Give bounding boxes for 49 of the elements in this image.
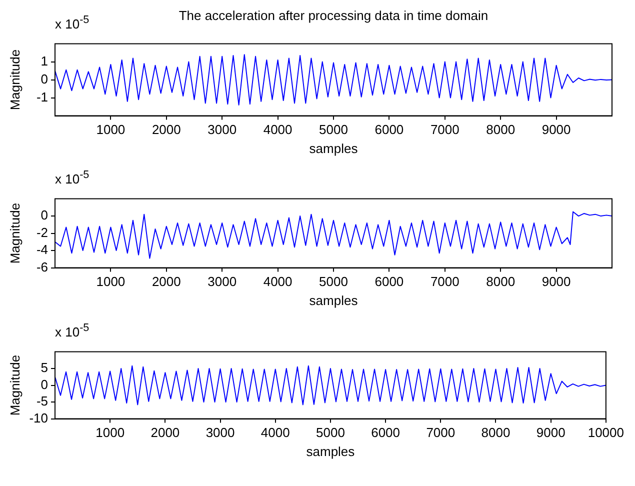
x-tick-label: 1000 [96, 122, 126, 138]
x-tick-label: 10000 [588, 425, 624, 440]
x-tick-label: 1000 [96, 274, 126, 290]
y-tick-label: 0 [40, 71, 48, 86]
x-tick-label: 6000 [374, 274, 404, 290]
x-tick-label: 5000 [319, 122, 348, 138]
x-tick-label: 9000 [536, 425, 566, 440]
x-tick-label: 3000 [206, 425, 235, 440]
x-tick-label: 3000 [208, 122, 237, 138]
y-axis-title: Magnitude [7, 354, 22, 416]
y-tick-label: -4 [36, 242, 48, 258]
x-tick-label: 1000 [96, 425, 125, 440]
x-tick-label: 3000 [208, 274, 237, 290]
x-tick-label: 2000 [152, 274, 181, 290]
y-tick-label: -2 [36, 224, 48, 240]
x-tick-label: 8000 [486, 122, 516, 138]
y-axis-title: Magnitude [7, 49, 22, 110]
x-tick-label: 5000 [319, 274, 348, 290]
y-tick-label: 5 [40, 360, 48, 376]
x-axis-title: samples [306, 444, 356, 459]
x-tick-label: 8000 [486, 274, 516, 290]
x-tick-label: 7000 [426, 425, 456, 440]
x-tick-label: 4000 [263, 274, 292, 290]
x-tick-label: 6000 [371, 425, 400, 440]
x-tick-label: 4000 [260, 425, 290, 440]
x-axis-title: samples [309, 292, 358, 308]
x-tick-label: 5000 [316, 425, 345, 440]
y-tick-label: 0 [40, 208, 48, 223]
x-tick-label: 7000 [430, 122, 460, 138]
y-tick-label: 0 [40, 376, 48, 392]
x-tick-label: 9000 [542, 122, 571, 138]
x-tick-label: 9000 [542, 274, 571, 290]
x-axis-title: samples [309, 140, 358, 156]
y-tick-label: 1 [40, 53, 48, 68]
y-axis-title: Magnitude [7, 202, 22, 264]
text: x 10$^{-5}$ [55, 12, 90, 31]
x-tick-label: 4000 [263, 122, 292, 138]
y-tick-label: -6 [36, 259, 48, 274]
x-tick-label: 2000 [150, 425, 180, 440]
y-tick-label: -10 [29, 410, 48, 426]
x-tick-label: 8000 [481, 425, 510, 440]
x-tick-label: 2000 [152, 122, 181, 138]
text: x 10$^{-5}$ [55, 320, 90, 339]
text: x 10$^{-5}$ [55, 168, 90, 186]
y-tick-label: -5 [36, 394, 48, 409]
x-tick-label: 6000 [374, 122, 404, 138]
y-tick-label: -1 [36, 89, 48, 104]
x-tick-label: 7000 [430, 274, 460, 290]
chart-title: The acceleration after processing data in time domain [178, 8, 488, 23]
